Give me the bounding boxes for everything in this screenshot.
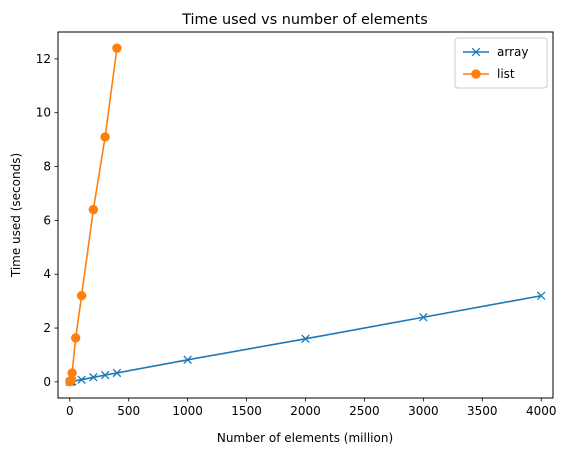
marker-stroke [471,47,481,57]
data-point-array [89,373,98,382]
chart-title: Time used vs number of elements [181,12,428,28]
x-tick-label: 2500 [349,404,380,418]
data-point-list [112,43,122,53]
y-tick-label: 4 [43,267,51,281]
data-point-list [76,291,87,301]
x-tick-label: 4000 [526,404,557,418]
y-tick-label: 10 [36,106,51,120]
x-tick-label: 500 [117,404,140,418]
y-tick-label: 8 [43,160,51,174]
x-axis-title: Number of elements (million) [217,431,393,445]
legend: array list [454,37,548,89]
axes: 0 500 1000 1500 2000 2500 3000 3500 4000 0 2 4 6 8 10 1… [36,52,557,418]
marker-stroke [89,373,98,382]
y-axis-title: Time used (seconds) [9,153,23,278]
data-point-array [100,370,110,380]
x-tick-label: 2000 [290,404,321,418]
data-point-array [112,368,122,378]
marker-stroke [77,375,86,384]
x-tick-label: 3000 [408,404,439,418]
legend-label-list: list [497,67,515,81]
data-point-list [70,333,81,343]
data-point-array [183,355,192,365]
data-point-list [67,368,77,378]
y-tick-label: 6 [43,213,51,227]
data-point-array [536,291,546,300]
x-tick-label: 1500 [231,404,262,418]
data-point-array [301,334,310,344]
legend-label-array: array [497,45,528,59]
data-point-list [100,132,110,142]
data-point-array [419,313,428,322]
legend-marker-array [471,47,481,57]
marker-stroke [112,368,122,378]
series-layer [65,43,546,387]
y-tick-label: 2 [43,321,51,335]
marker-stroke [301,334,310,344]
data-point-list [66,375,76,386]
marker-stroke [536,291,546,300]
axes-frame [57,31,554,399]
x-tick-label: 0 [66,404,74,418]
x-tick-label: 3500 [467,404,498,418]
legend-marker-list [471,69,481,79]
marker-stroke [100,370,110,380]
data-point-list [88,204,99,215]
marker-stroke [183,355,192,365]
marker-stroke [419,313,428,322]
x-tick-label: 1000 [172,404,203,418]
series-list [65,43,122,387]
y-tick-label: 0 [43,375,51,389]
data-point-array [77,375,86,384]
y-tick-label: 12 [36,52,51,66]
